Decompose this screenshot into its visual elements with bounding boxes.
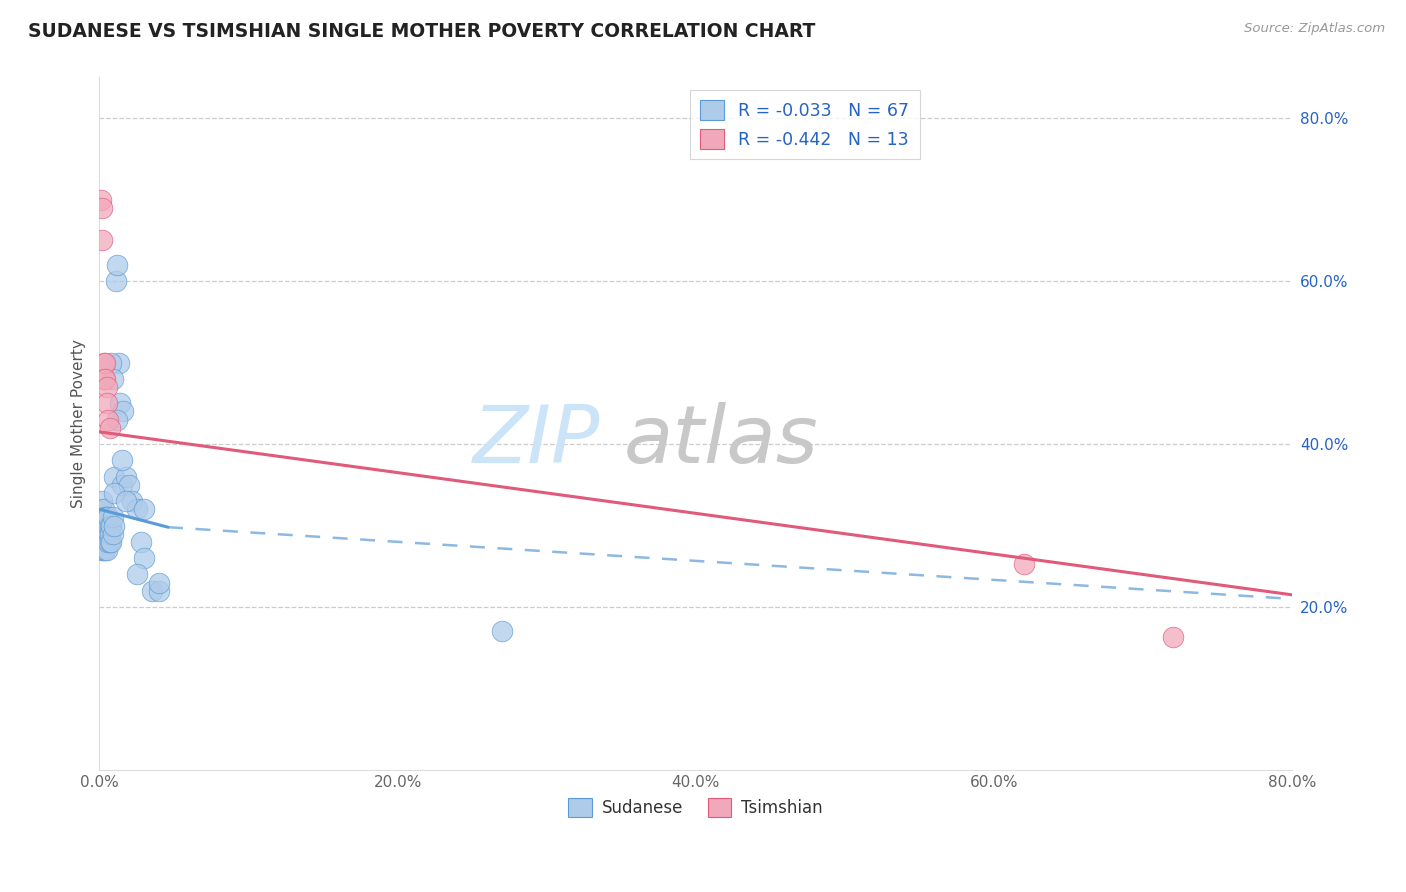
- Point: [491, 624, 513, 639]
- Point: [121, 494, 143, 508]
- Point: [118, 478, 141, 492]
- Point: [90, 193, 112, 207]
- Y-axis label: Single Mother Poverty: Single Mother Poverty: [72, 339, 86, 508]
- Point: [93, 502, 115, 516]
- Point: [100, 518, 122, 533]
- Point: [125, 567, 148, 582]
- Point: [93, 518, 115, 533]
- Point: [97, 518, 120, 533]
- Point: [94, 356, 117, 370]
- Point: [96, 543, 118, 558]
- Point: [94, 543, 117, 558]
- Legend: Sudanese, Tsimshian: Sudanese, Tsimshian: [562, 791, 830, 824]
- Point: [94, 518, 117, 533]
- Point: [93, 510, 115, 524]
- Point: [91, 201, 114, 215]
- Point: [97, 510, 120, 524]
- Point: [105, 258, 128, 272]
- Point: [94, 526, 117, 541]
- Point: [91, 526, 114, 541]
- Point: [97, 412, 120, 426]
- Point: [90, 510, 112, 524]
- Point: [96, 510, 118, 524]
- Point: [100, 534, 122, 549]
- Text: SUDANESE VS TSIMSHIAN SINGLE MOTHER POVERTY CORRELATION CHART: SUDANESE VS TSIMSHIAN SINGLE MOTHER POVE…: [28, 22, 815, 41]
- Point: [96, 396, 118, 410]
- Point: [94, 372, 117, 386]
- Point: [91, 518, 114, 533]
- Point: [125, 502, 148, 516]
- Point: [90, 518, 112, 533]
- Point: [94, 526, 117, 541]
- Text: Source: ZipAtlas.com: Source: ZipAtlas.com: [1244, 22, 1385, 36]
- Point: [1161, 630, 1184, 644]
- Point: [96, 518, 118, 533]
- Point: [134, 502, 156, 516]
- Text: ZIP: ZIP: [472, 402, 600, 480]
- Point: [91, 510, 114, 524]
- Point: [101, 372, 124, 386]
- Point: [148, 583, 170, 598]
- Point: [134, 551, 156, 566]
- Point: [90, 526, 112, 541]
- Point: [97, 526, 120, 541]
- Point: [93, 518, 115, 533]
- Point: [112, 404, 135, 418]
- Point: [93, 372, 115, 386]
- Point: [93, 534, 115, 549]
- Point: [96, 534, 118, 549]
- Point: [103, 469, 125, 483]
- Point: [141, 583, 163, 598]
- Text: atlas: atlas: [624, 402, 818, 480]
- Point: [94, 510, 117, 524]
- Point: [104, 274, 127, 288]
- Point: [91, 543, 114, 558]
- Point: [98, 526, 121, 541]
- Point: [98, 518, 121, 533]
- Point: [100, 356, 122, 370]
- Point: [101, 510, 124, 524]
- Point: [103, 486, 125, 500]
- Point: [91, 234, 114, 248]
- Point: [93, 356, 115, 370]
- Point: [91, 518, 114, 533]
- Point: [96, 526, 118, 541]
- Point: [1012, 557, 1035, 571]
- Point: [105, 412, 128, 426]
- Point: [129, 534, 152, 549]
- Point: [110, 396, 132, 410]
- Point: [111, 453, 134, 467]
- Point: [91, 494, 114, 508]
- Point: [93, 526, 115, 541]
- Point: [97, 534, 120, 549]
- Point: [103, 518, 125, 533]
- Point: [108, 356, 131, 370]
- Point: [90, 502, 112, 516]
- Point: [148, 575, 170, 590]
- Point: [115, 494, 138, 508]
- Point: [94, 534, 117, 549]
- Point: [90, 534, 112, 549]
- Point: [101, 526, 124, 541]
- Point: [93, 543, 115, 558]
- Point: [96, 380, 118, 394]
- Point: [91, 534, 114, 549]
- Point: [111, 478, 134, 492]
- Point: [115, 469, 138, 483]
- Point: [98, 534, 121, 549]
- Point: [98, 421, 121, 435]
